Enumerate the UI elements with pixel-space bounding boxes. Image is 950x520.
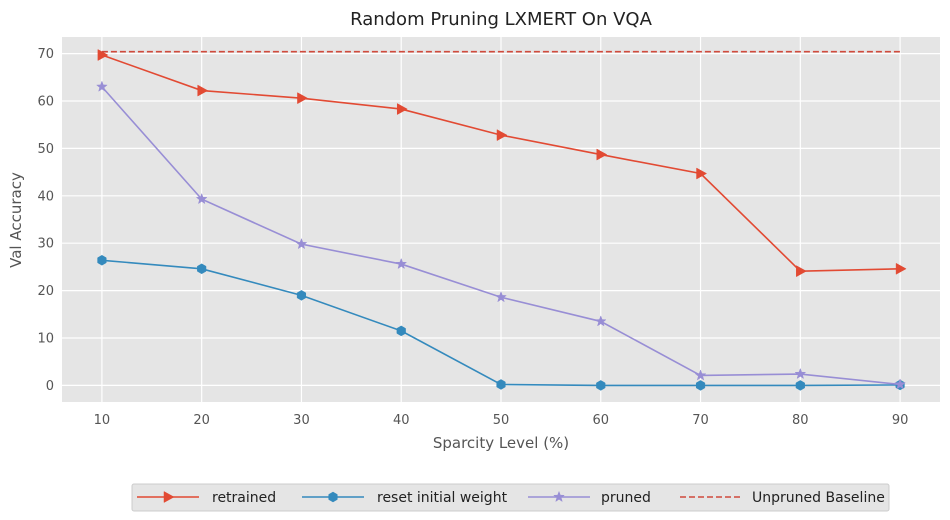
y-tick-label: 30 [37, 237, 54, 252]
data-point [95, 80, 108, 92]
x-tick-label: 30 [293, 413, 310, 428]
data-point [895, 262, 907, 275]
x-tick-label: 60 [592, 413, 609, 428]
data-point [97, 254, 107, 266]
data-point [594, 315, 607, 327]
data-point [395, 257, 408, 270]
y-tick-label: 10 [37, 332, 54, 347]
x-tick-label: 90 [892, 413, 909, 428]
data-point [694, 369, 707, 381]
y-tick-label: 0 [46, 379, 54, 394]
data-point [297, 92, 308, 105]
data-point [695, 380, 706, 391]
y-tick-label: 50 [37, 142, 54, 157]
series-reset-initial-weight [97, 254, 905, 391]
x-tick-label: 50 [493, 413, 510, 428]
data-point [197, 84, 209, 97]
x-tick-label: 10 [94, 413, 111, 428]
x-tick-label: 70 [692, 413, 709, 428]
data-point [496, 129, 508, 142]
data-point [596, 380, 606, 391]
data-point [796, 265, 807, 278]
legend-marker [553, 490, 565, 503]
data-point [794, 367, 807, 380]
legend: retrained reset initial weight pruned Unpru… [131, 483, 890, 512]
chart-title: Random Pruning LXMERT On VQA [350, 9, 653, 30]
data-point [894, 378, 907, 390]
series-pruned [95, 80, 907, 390]
series-retrained [97, 49, 907, 278]
data-point [596, 148, 608, 161]
y-tick-label: 20 [37, 284, 54, 299]
y-axis-label: Val Accuracy [7, 172, 25, 268]
series-group [95, 49, 907, 391]
data-point [496, 379, 506, 390]
grid [62, 37, 940, 402]
legend-marker [163, 491, 175, 503]
legend-label: retrained [212, 490, 276, 506]
data-point [495, 291, 507, 303]
legend-label: Unpruned Baseline [752, 490, 885, 506]
x-tick-label: 20 [193, 413, 210, 428]
legend-label: reset initial weight [377, 490, 508, 506]
data-point [295, 237, 308, 250]
data-point [296, 290, 307, 301]
legend-label: pruned [601, 490, 651, 506]
data-point [197, 263, 207, 275]
x-tick-label: 80 [792, 413, 809, 428]
legend-marker [328, 491, 338, 503]
x-ticks: 10 20 30 40 50 60 70 80 90 [94, 413, 909, 428]
data-point [696, 167, 708, 180]
x-axis-label: Sparcity Level (%) [433, 434, 569, 452]
legend-box [131, 483, 890, 512]
data-point [195, 192, 208, 205]
y-tick-label: 40 [37, 189, 54, 204]
y-tick-label: 70 [37, 47, 54, 62]
y-tick-label: 60 [37, 94, 54, 109]
x-tick-label: 40 [393, 413, 410, 428]
y-ticks: 0 10 20 30 40 50 60 70 [37, 47, 54, 394]
data-point [396, 103, 408, 115]
data-point [795, 380, 805, 391]
data-point [396, 325, 406, 337]
